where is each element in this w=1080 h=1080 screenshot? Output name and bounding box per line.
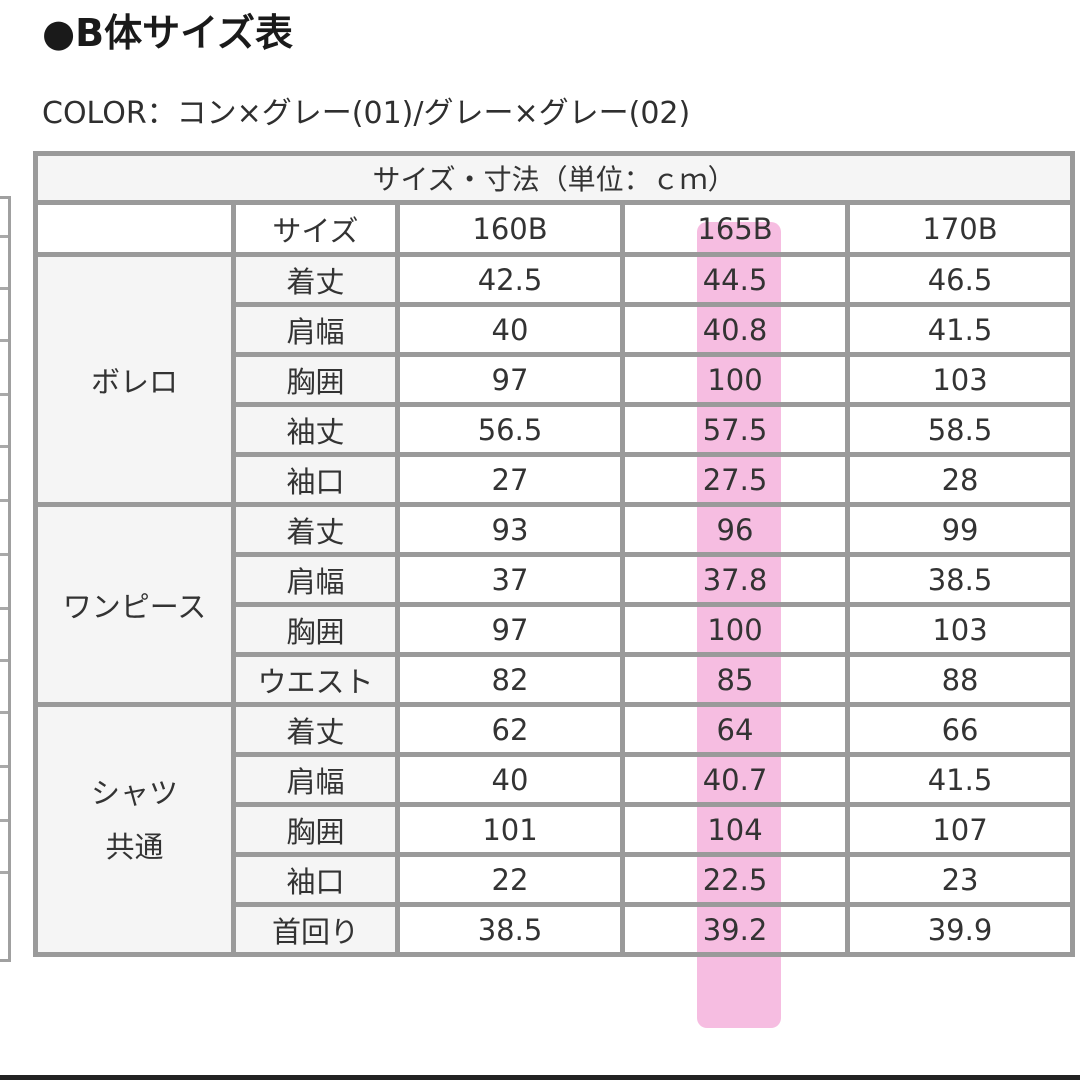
table-row: 胸囲 97 100 103 [36,602,1076,657]
value-160b: 93 [395,502,625,557]
header-row: サイズ 160B 165B 170B [33,200,1076,257]
row-item: 袖口 [231,852,400,907]
table-row: ワンピース 着丈 93 96 99 [33,502,1076,707]
value-170b: 88 [844,652,1076,707]
value-170b: 58.5 [844,402,1076,457]
row-item: 肩幅 [231,752,400,807]
value-170b: 103 [844,352,1076,407]
table-row: ウエスト 82 85 88 [36,652,1076,707]
value-165b: 44.5 [620,252,850,307]
table-row: 袖口 22 22.5 23 [36,852,1076,907]
value-165b: 100 [620,352,850,407]
caption-row: サイズ・寸法（単位：ｃｍ） [32,151,1076,205]
row-item: 肩幅 [231,302,400,357]
row-item: 胸囲 [231,352,400,407]
table-row: 袖丈 56.5 57.5 58.5 [36,402,1076,457]
value-170b: 107 [844,802,1076,857]
color-line: COLOR：コン×グレー(01)/グレー×グレー(02) [42,96,691,131]
value-165b: 22.5 [620,852,850,907]
value-165b: 39.2 [620,902,850,957]
size-table-container: サイズ・寸法（単位：ｃｍ） サイズ 160B 165B 170B ボレロ 着丈 … [32,151,1076,957]
row-item: 袖丈 [231,402,400,457]
value-170b: 103 [844,602,1076,657]
value-170b: 38.5 [844,552,1076,607]
value-160b: 22 [395,852,625,907]
row-item: 着丈 [231,702,400,757]
value-165b: 37.8 [620,552,850,607]
value-170b: 23 [844,852,1076,907]
size-header-165b: 165B [620,200,850,257]
row-item: ウエスト [231,652,400,707]
value-160b: 40 [395,302,625,357]
value-165b: 85 [620,652,850,707]
value-165b: 100 [620,602,850,657]
value-160b: 42.5 [395,252,625,307]
value-160b: 62 [395,702,625,757]
value-165b: 40.7 [620,752,850,807]
group-label-shirt: シャツ 共通 [33,702,236,957]
table-row: 肩幅 40 40.8 41.5 [36,302,1076,357]
group-label-shirt-line2: 共通 [105,829,164,864]
table-row: 胸囲 101 104 107 [36,802,1076,857]
size-header-160b: 160B [395,200,625,257]
value-160b: 27 [395,452,625,507]
row-item: 胸囲 [231,602,400,657]
value-165b: 27.5 [620,452,850,507]
value-160b: 82 [395,652,625,707]
table-caption: サイズ・寸法（単位：ｃｍ） [32,151,1076,205]
value-170b: 28 [844,452,1076,507]
value-160b: 56.5 [395,402,625,457]
table-row: 袖口 27 27.5 28 [36,452,1076,507]
value-170b: 41.5 [844,752,1076,807]
value-160b: 40 [395,752,625,807]
size-table: サイズ・寸法（単位：ｃｍ） サイズ 160B 165B 170B ボレロ 着丈 … [32,151,1076,957]
value-160b: 97 [395,352,625,407]
value-170b: 46.5 [844,252,1076,307]
page-title: ●B体サイズ表 [42,11,293,55]
value-160b: 38.5 [395,902,625,957]
value-165b: 40.8 [620,302,850,357]
value-160b: 37 [395,552,625,607]
table-row: 肩幅 37 37.8 38.5 [36,552,1076,607]
row-item: 着丈 [231,502,400,557]
value-165b: 57.5 [620,402,850,457]
row-item: 首回り [231,902,400,957]
table-row: 肩幅 40 40.7 41.5 [36,752,1076,807]
table-row: 胸囲 97 100 103 [36,352,1076,407]
value-165b: 96 [620,502,850,557]
value-170b: 66 [844,702,1076,757]
row-item: 胸囲 [231,802,400,857]
group-label-shirt-line1: シャツ [90,775,178,810]
group-label-bolero: ボレロ [33,252,236,507]
value-160b: 97 [395,602,625,657]
group-label-onepiece: ワンピース [33,502,236,707]
empty-corner-cell [33,200,236,257]
partial-table-edge [0,196,11,962]
size-label-header: サイズ [231,200,400,257]
value-165b: 104 [620,802,850,857]
value-170b: 41.5 [844,302,1076,357]
value-160b: 101 [395,802,625,857]
row-item: 肩幅 [231,552,400,607]
table-row: シャツ 共通 着丈 62 64 66 [33,702,1076,957]
value-165b: 64 [620,702,850,757]
row-item: 着丈 [231,252,400,307]
table-row: 首回り 38.5 39.2 39.9 [36,902,1076,957]
bottom-divider [0,1075,1080,1080]
table-row: ボレロ 着丈 42.5 44.5 46.5 [33,252,1076,507]
value-170b: 39.9 [844,902,1076,957]
row-item: 袖口 [231,452,400,507]
value-170b: 99 [844,502,1076,557]
size-header-170b: 170B [844,200,1076,257]
